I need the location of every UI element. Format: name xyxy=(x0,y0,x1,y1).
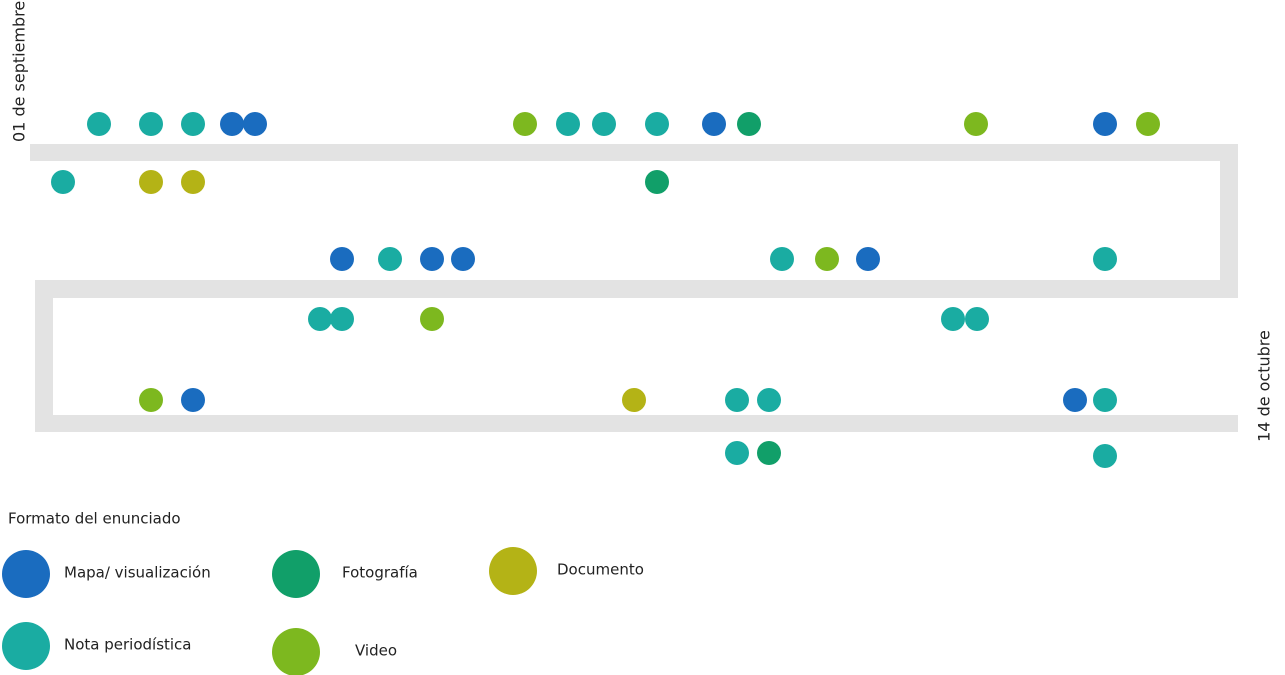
dots xyxy=(51,112,1160,468)
event-dot xyxy=(139,388,163,412)
event-dot xyxy=(181,112,205,136)
track-segment xyxy=(30,144,1238,161)
event-dot xyxy=(243,112,267,136)
event-dot xyxy=(1136,112,1160,136)
event-dot xyxy=(702,112,726,136)
track-segment xyxy=(1220,144,1238,298)
event-dot xyxy=(725,388,749,412)
track-segment xyxy=(35,280,53,432)
event-dot xyxy=(965,307,989,331)
event-dot xyxy=(220,112,244,136)
event-dot xyxy=(941,307,965,331)
legend-swatch xyxy=(272,550,320,598)
legend-swatch xyxy=(2,550,50,598)
track-segment xyxy=(35,280,1238,298)
event-dot xyxy=(181,388,205,412)
track xyxy=(30,144,1238,432)
legend-label: Video xyxy=(355,642,397,660)
legend-swatch xyxy=(489,547,537,595)
event-dot xyxy=(308,307,332,331)
event-dot xyxy=(737,112,761,136)
event-dot xyxy=(1093,112,1117,136)
event-dot xyxy=(592,112,616,136)
track-segment xyxy=(35,415,1238,432)
event-dot xyxy=(1093,444,1117,468)
legend-title: Formato del enunciado xyxy=(8,510,181,528)
event-dot xyxy=(330,247,354,271)
event-dot xyxy=(757,388,781,412)
event-dot xyxy=(51,170,75,194)
end-label: 14 de octubre xyxy=(1255,330,1274,442)
legend-label: Mapa/ visualización xyxy=(64,564,211,582)
legend-label: Fotografía xyxy=(342,564,418,582)
event-dot xyxy=(87,112,111,136)
legend-swatch xyxy=(272,628,320,675)
event-dot xyxy=(1093,388,1117,412)
legend-label: Documento xyxy=(557,561,644,579)
event-dot xyxy=(964,112,988,136)
event-dot xyxy=(645,112,669,136)
event-dot xyxy=(757,441,781,465)
event-dot xyxy=(725,441,749,465)
event-dot xyxy=(1063,388,1087,412)
event-dot xyxy=(330,307,354,331)
event-dot xyxy=(556,112,580,136)
event-dot xyxy=(1093,247,1117,271)
event-dot xyxy=(815,247,839,271)
event-dot xyxy=(420,307,444,331)
event-dot xyxy=(420,247,444,271)
event-dot xyxy=(139,170,163,194)
event-dot xyxy=(139,112,163,136)
start-label: 01 de septiembre xyxy=(10,1,29,142)
event-dot xyxy=(378,247,402,271)
event-dot xyxy=(451,247,475,271)
legend: Mapa/ visualización Nota periodística Foto… xyxy=(2,547,644,675)
legend-swatch xyxy=(2,622,50,670)
legend-label: Nota periodística xyxy=(64,636,192,654)
event-dot xyxy=(622,388,646,412)
event-dot xyxy=(181,170,205,194)
event-dot xyxy=(856,247,880,271)
event-dot xyxy=(770,247,794,271)
event-dot xyxy=(645,170,669,194)
event-dot xyxy=(513,112,537,136)
